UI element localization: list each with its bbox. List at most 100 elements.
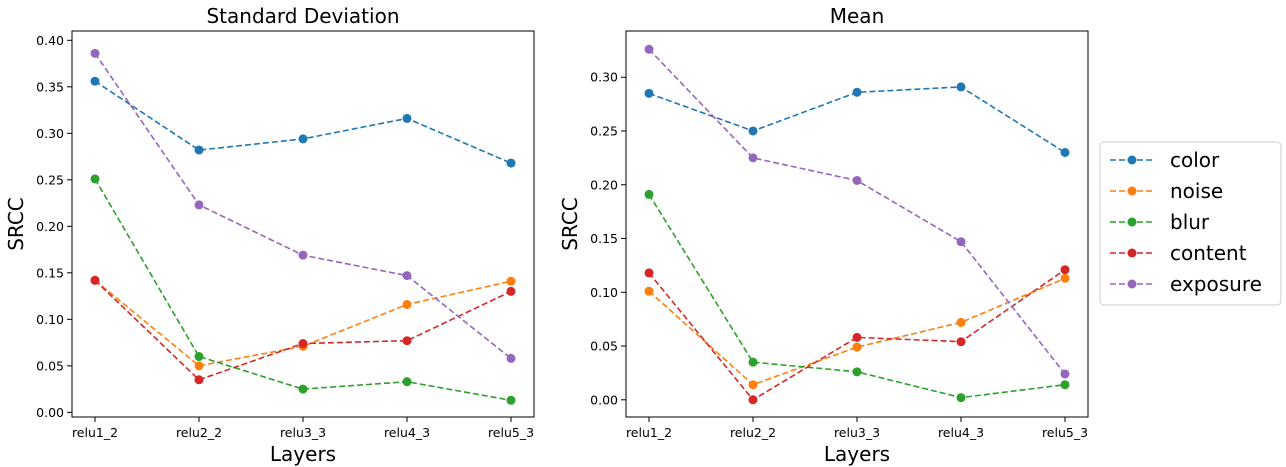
- legend-label-exposure: exposure: [1170, 272, 1262, 296]
- x-axis-label: Layers: [824, 442, 890, 466]
- data-point-content: [748, 395, 758, 405]
- legend-frame: [1099, 141, 1282, 306]
- data-point-color: [90, 76, 100, 86]
- series-line-noise: [94, 279, 512, 367]
- x-tick-label: relu3_3: [834, 425, 880, 440]
- y-tick-label: 0.00: [590, 392, 618, 407]
- y-tick-label: 0.30: [36, 126, 64, 141]
- data-point-exposure: [194, 200, 204, 210]
- series-line-color: [94, 80, 512, 164]
- data-point-noise: [748, 380, 758, 390]
- legend-label-noise: noise: [1170, 179, 1223, 203]
- legend-marker-content: [1127, 248, 1137, 258]
- legend-marker-color: [1127, 155, 1137, 165]
- data-point-noise: [644, 286, 654, 296]
- legend: color noise blur content exposure: [1099, 141, 1282, 306]
- data-point-blur: [298, 384, 308, 394]
- std-deviation-panel: Standard Deviation Layers SRCC 0.00 0.05 0…: [4, 4, 535, 466]
- data-point-exposure: [506, 353, 516, 363]
- legend-marker-blur: [1127, 217, 1137, 227]
- data-point-blur: [90, 174, 100, 184]
- legend-marker-noise: [1127, 186, 1137, 196]
- x-tick-label: relu1_2: [626, 425, 672, 440]
- data-point-exposure: [1060, 369, 1070, 379]
- data-point-exposure: [90, 48, 100, 58]
- series-line-blur: [648, 193, 1066, 399]
- data-point-exposure: [956, 237, 966, 247]
- data-point-blur: [194, 352, 204, 362]
- x-tick-label: relu5_3: [488, 425, 534, 440]
- x-tick-label: relu4_3: [384, 425, 430, 440]
- y-tick-label: 0.10: [590, 285, 618, 300]
- x-tick-label: relu4_3: [938, 425, 984, 440]
- y-tick-label: 0.05: [36, 358, 64, 373]
- series-line-blur: [94, 178, 512, 402]
- data-point-exposure: [644, 44, 654, 54]
- y-axis-label: SRCC: [558, 197, 582, 251]
- data-point-content: [956, 337, 966, 347]
- data-point-color: [956, 82, 966, 92]
- x-tick-label: relu1_2: [72, 425, 118, 440]
- data-point-blur: [1060, 380, 1070, 390]
- data-point-color: [194, 145, 204, 155]
- chart-title: Standard Deviation: [206, 4, 399, 28]
- data-point-content: [194, 375, 204, 385]
- data-point-noise: [1060, 273, 1070, 283]
- y-tick-label: 0.05: [590, 339, 618, 354]
- x-tick-label: relu2_2: [176, 425, 222, 440]
- data-point-content: [90, 275, 100, 285]
- x-tick-label: relu3_3: [280, 425, 326, 440]
- series-line-noise: [648, 277, 1066, 386]
- data-point-noise: [194, 361, 204, 371]
- y-tick-label: 0.00: [36, 405, 64, 420]
- y-tick-label: 0.40: [36, 33, 64, 48]
- data-point-blur: [644, 189, 654, 199]
- data-point-content: [506, 286, 516, 296]
- y-tick-label: 0.25: [590, 123, 618, 138]
- data-point-blur: [956, 393, 966, 403]
- y-tick-label: 0.10: [36, 312, 64, 327]
- y-tick-label: 0.15: [590, 231, 618, 246]
- data-point-exposure: [402, 271, 412, 281]
- y-tick-label: 0.20: [36, 219, 64, 234]
- legend-marker-exposure: [1127, 279, 1137, 289]
- data-point-blur: [748, 357, 758, 367]
- series-line-exposure: [648, 48, 1066, 375]
- data-point-exposure: [852, 175, 862, 185]
- data-point-exposure: [748, 153, 758, 163]
- series-line-content: [94, 279, 512, 381]
- x-axis-label: Layers: [270, 442, 336, 466]
- data-point-color: [298, 134, 308, 144]
- chart-title: Mean: [830, 4, 885, 28]
- series-line-exposure: [94, 52, 512, 360]
- y-tick-label: 0.15: [36, 265, 64, 280]
- x-tick-label: relu5_3: [1042, 425, 1088, 440]
- data-point-noise: [956, 317, 966, 327]
- plot-area: [71, 30, 535, 418]
- legend-label-content: content: [1170, 241, 1247, 265]
- y-tick-label: 0.30: [590, 70, 618, 85]
- data-point-content: [644, 268, 654, 278]
- y-tick-label: 0.20: [590, 177, 618, 192]
- data-point-color: [644, 88, 654, 98]
- y-axis-label: SRCC: [4, 197, 28, 251]
- legend-label-color: color: [1170, 148, 1220, 172]
- legend-label-blur: blur: [1170, 210, 1210, 234]
- data-point-content: [298, 339, 308, 349]
- mean-panel: Mean Layers SRCC 0.00 0.05 0.10 0.15 0.20 0.2…: [558, 4, 1089, 466]
- data-point-noise: [506, 276, 516, 286]
- data-point-noise: [852, 342, 862, 352]
- data-point-content: [402, 336, 412, 346]
- data-point-color: [1060, 147, 1070, 157]
- data-point-content: [1060, 265, 1070, 275]
- series-line-content: [648, 269, 1066, 401]
- y-tick-label: 0.35: [36, 79, 64, 94]
- data-point-content: [852, 332, 862, 342]
- y-tick-label: 0.25: [36, 172, 64, 187]
- data-point-blur: [402, 377, 412, 387]
- data-point-blur: [506, 395, 516, 405]
- data-point-blur: [852, 367, 862, 377]
- x-tick-label: relu2_2: [730, 425, 776, 440]
- data-point-color: [748, 126, 758, 136]
